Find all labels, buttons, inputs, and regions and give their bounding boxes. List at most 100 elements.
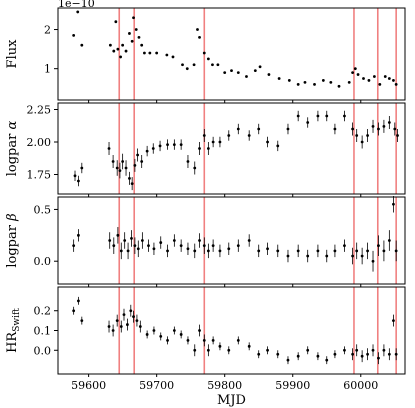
data-point <box>223 71 227 74</box>
data-point <box>135 319 139 323</box>
x-tick-label: 59800 <box>207 379 242 392</box>
data-point <box>392 79 395 82</box>
data-point <box>313 82 316 86</box>
data-point <box>193 249 197 253</box>
data-point <box>236 127 240 131</box>
data-point <box>145 333 149 336</box>
data-point <box>383 75 387 78</box>
data-point <box>134 28 138 31</box>
data-point <box>325 114 329 118</box>
x-axis-label: MJD <box>217 393 246 408</box>
data-point <box>166 249 169 253</box>
x-tick-label: 59600 <box>71 379 106 392</box>
data-point <box>378 82 382 86</box>
data-point <box>172 143 176 147</box>
panel-1: 1 2 Flux 1e−10 <box>5 0 406 103</box>
data-point <box>325 254 329 258</box>
data-point <box>247 239 251 242</box>
data-point <box>396 134 399 137</box>
data-point <box>140 160 144 163</box>
data-point <box>130 237 133 240</box>
data-point <box>333 127 337 131</box>
y-tick-label: 2.00 <box>27 136 52 149</box>
data-point <box>247 134 251 137</box>
data-point <box>198 35 201 39</box>
data-point <box>73 174 77 178</box>
data-point <box>196 28 199 31</box>
data-point <box>227 134 231 137</box>
data-point <box>133 164 137 167</box>
panel-3: 0.0 0.5 logpar β <box>5 195 406 287</box>
data-point <box>138 325 142 328</box>
data-point <box>158 144 162 148</box>
data-point <box>286 358 290 362</box>
data-point <box>392 202 395 206</box>
data-point <box>325 358 329 362</box>
data-point <box>179 244 183 248</box>
panel-frame <box>57 196 406 285</box>
data-point <box>115 319 119 323</box>
data-point <box>107 325 111 328</box>
y-tick-label: 1.75 <box>27 169 52 182</box>
data-point <box>198 329 201 332</box>
data-point <box>193 166 197 170</box>
data-point <box>72 34 76 37</box>
data-point <box>353 67 357 71</box>
data-point <box>112 244 116 248</box>
data-point <box>355 249 359 253</box>
data-point <box>245 75 248 78</box>
data-point <box>114 20 118 24</box>
data-point <box>124 166 128 170</box>
data-point <box>371 125 375 128</box>
data-point <box>337 84 341 88</box>
data-point <box>77 179 80 183</box>
data-point <box>366 134 369 137</box>
data-point <box>129 309 133 313</box>
data-point <box>152 247 156 251</box>
data-point <box>119 55 122 59</box>
data-point <box>347 80 351 84</box>
data-point <box>147 244 150 248</box>
data-point <box>136 247 140 251</box>
data-point <box>377 356 380 360</box>
data-point <box>216 63 220 67</box>
data-point <box>128 32 131 35</box>
data-point <box>206 147 210 150</box>
data-point <box>179 333 183 336</box>
x-tick-label: 59700 <box>139 379 174 392</box>
data-point <box>115 166 119 170</box>
data-point <box>266 140 269 144</box>
y-tick-label: 0.0 <box>34 255 52 268</box>
data-point <box>206 57 210 61</box>
data-point <box>257 249 261 253</box>
y-axis-label: logpar β <box>5 213 20 267</box>
data-point <box>165 53 169 57</box>
data-point <box>155 51 159 55</box>
data-point <box>343 244 346 248</box>
x-tick-label: 60000 <box>343 379 378 392</box>
data-point <box>133 244 137 248</box>
panel-frame <box>57 286 406 375</box>
data-point <box>253 69 257 73</box>
data-point <box>393 127 397 131</box>
data-point <box>257 352 261 356</box>
data-point <box>296 114 300 118</box>
data-point <box>159 241 163 244</box>
data-point <box>80 43 84 47</box>
data-point <box>387 77 391 80</box>
data-point <box>316 249 320 253</box>
y-tick-label: 1 <box>44 63 51 76</box>
data-point <box>371 348 375 352</box>
data-point <box>394 249 398 253</box>
data-point <box>145 149 149 153</box>
data-point <box>72 244 76 248</box>
data-point <box>202 244 206 248</box>
data-point <box>218 140 222 144</box>
data-point <box>394 82 398 86</box>
data-point <box>119 249 123 253</box>
data-point <box>371 259 375 263</box>
data-point <box>267 73 271 76</box>
data-point <box>372 75 376 78</box>
data-point <box>360 140 364 144</box>
data-point <box>211 244 215 248</box>
